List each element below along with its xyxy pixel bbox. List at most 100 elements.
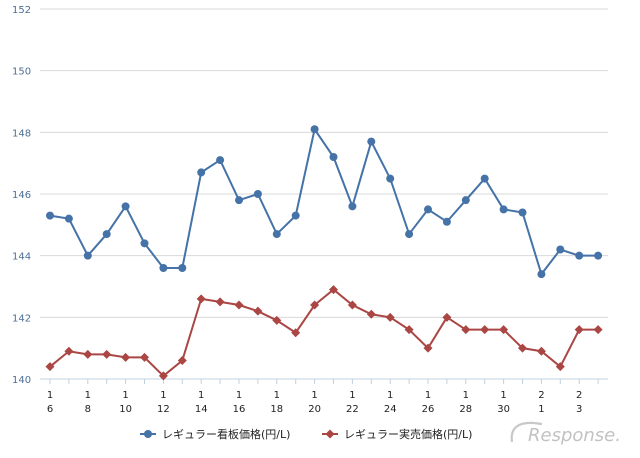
- data-point-series-1: [291, 211, 300, 220]
- data-point-series-1: [159, 264, 168, 272]
- response-logo: Response.: [508, 418, 634, 448]
- x-tick-label-month: 1: [387, 390, 393, 401]
- series-line-2: [49, 288, 599, 378]
- legend-label-series-1: レギュラー看板価格(円/L): [162, 427, 290, 441]
- y-tick-label: 150: [12, 67, 31, 78]
- x-tick-label-month: 1: [463, 390, 469, 401]
- x-tick-label-day: 6: [47, 404, 53, 415]
- x-tick-label-day: 8: [85, 404, 91, 415]
- data-point-series-1: [197, 168, 206, 177]
- x-tick-label-day: 14: [195, 404, 208, 415]
- x-tick-label-day: 28: [459, 404, 472, 415]
- x-tick-label-month: 2: [576, 390, 582, 401]
- data-point-series-2: [196, 294, 206, 304]
- x-tick-label-day: 1: [538, 404, 544, 415]
- data-point-series-2: [518, 343, 527, 353]
- data-point-series-2: [347, 300, 357, 310]
- data-point-series-2: [404, 325, 414, 335]
- x-tick-label-month: 1: [85, 390, 91, 401]
- x-tick-label-day: 22: [346, 404, 359, 415]
- data-point-series-2: [329, 285, 338, 295]
- data-point-series-1: [424, 205, 432, 214]
- x-tick-label-day: 18: [270, 404, 283, 415]
- legend-marker-series-2: [325, 429, 335, 439]
- data-point-series-1: [537, 270, 546, 279]
- data-point-series-2: [574, 325, 584, 335]
- x-tick-label-month: 1: [274, 390, 280, 401]
- data-point-series-1: [140, 239, 149, 248]
- y-tick-label: 142: [12, 313, 31, 324]
- x-tick-label-month: 1: [349, 390, 355, 401]
- x-tick-label-day: 30: [497, 404, 510, 415]
- data-point-series-1: [556, 245, 565, 254]
- data-point-series-1: [480, 174, 489, 183]
- data-point-series-1: [348, 202, 357, 211]
- data-point-series-1: [235, 196, 243, 205]
- data-point-series-2: [253, 306, 263, 316]
- data-point-series-2: [536, 346, 546, 356]
- data-point-series-1: [272, 230, 281, 239]
- x-tick-label-day: 20: [308, 404, 321, 415]
- data-point-series-2: [102, 349, 112, 359]
- x-tick-label-month: 1: [122, 390, 128, 401]
- data-point-series-2: [45, 362, 55, 372]
- x-tick-label-month: 1: [500, 390, 506, 401]
- x-tick-label-month: 1: [236, 390, 242, 401]
- data-point-series-1: [442, 217, 451, 226]
- data-point-series-1: [178, 264, 187, 272]
- data-point-series-1: [405, 230, 414, 239]
- data-point-series-2: [291, 328, 301, 338]
- data-point-series-2: [177, 356, 187, 365]
- data-point-series-2: [480, 325, 490, 335]
- data-point-series-2: [83, 349, 93, 359]
- y-tick-label: 152: [12, 5, 31, 16]
- y-tick-label: 148: [12, 128, 31, 139]
- data-point-series-1: [518, 208, 527, 217]
- data-point-series-1: [64, 214, 73, 223]
- data-point-series-2: [140, 352, 149, 362]
- data-point-series-2: [423, 343, 433, 353]
- x-tick-label-day: 16: [233, 404, 246, 415]
- legend-marker-series-1: [144, 430, 152, 438]
- data-point-series-2: [310, 300, 320, 310]
- data-point-series-2: [215, 297, 225, 307]
- x-tick-label-month: 1: [198, 390, 204, 401]
- y-tick-label: 144: [12, 252, 31, 263]
- y-tick-label: 140: [12, 375, 31, 386]
- data-point-series-1: [46, 211, 54, 220]
- data-point-series-1: [386, 174, 395, 183]
- data-point-series-1: [461, 196, 470, 205]
- data-point-series-2: [593, 325, 603, 335]
- data-point-series-1: [329, 153, 338, 161]
- data-point-series-1: [102, 230, 111, 239]
- x-tick-label-month: 1: [160, 390, 166, 401]
- data-point-series-2: [64, 346, 74, 356]
- y-tick-label: 146: [12, 190, 31, 201]
- data-point-series-2: [272, 315, 282, 325]
- x-tick-label-month: 2: [538, 390, 544, 401]
- data-point-series-1: [594, 251, 603, 260]
- data-point-series-2: [385, 312, 395, 322]
- data-point-series-2: [442, 312, 452, 322]
- data-point-series-2: [555, 362, 565, 372]
- data-point-series-1: [575, 251, 584, 260]
- data-point-series-1: [310, 125, 319, 134]
- data-point-series-1: [253, 190, 262, 198]
- data-point-series-2: [121, 352, 131, 362]
- data-point-series-1: [367, 137, 376, 146]
- x-tick-label-day: 12: [157, 404, 170, 415]
- data-point-series-2: [158, 371, 168, 381]
- data-point-series-2: [461, 325, 471, 335]
- data-point-series-1: [83, 251, 92, 260]
- data-point-series-2: [234, 300, 244, 310]
- legend-label-series-2: レギュラー実売価格(円/L): [344, 427, 472, 441]
- data-point-series-2: [499, 325, 509, 335]
- data-point-series-1: [121, 202, 130, 211]
- x-tick-label-month: 1: [47, 390, 53, 401]
- data-point-series-2: [366, 309, 376, 319]
- response-logo-text: Response.: [528, 425, 621, 446]
- x-tick-label-day: 3: [576, 404, 582, 415]
- x-tick-label-day: 24: [384, 404, 397, 415]
